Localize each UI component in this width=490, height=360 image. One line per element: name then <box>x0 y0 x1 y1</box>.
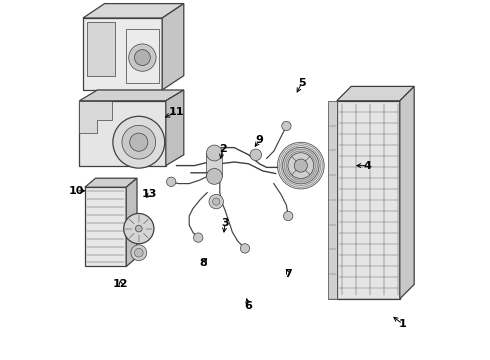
Circle shape <box>122 125 156 159</box>
Circle shape <box>130 133 148 151</box>
Circle shape <box>167 177 176 186</box>
Polygon shape <box>85 178 137 187</box>
Polygon shape <box>400 86 414 299</box>
Text: 2: 2 <box>219 144 226 154</box>
Polygon shape <box>79 90 184 101</box>
Text: 6: 6 <box>245 301 252 311</box>
Text: 5: 5 <box>298 78 306 88</box>
Circle shape <box>194 233 203 242</box>
Polygon shape <box>328 101 337 299</box>
Circle shape <box>134 248 143 257</box>
Polygon shape <box>85 187 126 266</box>
Circle shape <box>288 153 314 179</box>
Text: 11: 11 <box>169 107 184 117</box>
Circle shape <box>206 168 222 184</box>
Text: 10: 10 <box>69 186 84 196</box>
Circle shape <box>135 225 142 232</box>
Text: 13: 13 <box>142 189 157 199</box>
Text: 9: 9 <box>255 135 263 145</box>
Circle shape <box>113 116 165 168</box>
Circle shape <box>209 194 223 209</box>
Circle shape <box>277 142 324 189</box>
Circle shape <box>240 244 250 253</box>
Text: 4: 4 <box>364 161 371 171</box>
Circle shape <box>284 211 293 221</box>
Text: 1: 1 <box>399 319 407 329</box>
Polygon shape <box>206 153 222 176</box>
Text: 3: 3 <box>221 218 229 228</box>
Polygon shape <box>337 101 400 299</box>
Circle shape <box>250 149 262 161</box>
Circle shape <box>123 213 154 244</box>
Polygon shape <box>79 101 166 166</box>
Circle shape <box>283 147 319 184</box>
Polygon shape <box>337 86 414 101</box>
Polygon shape <box>83 4 184 18</box>
Polygon shape <box>126 178 137 266</box>
Polygon shape <box>162 4 184 90</box>
Polygon shape <box>79 101 112 133</box>
Polygon shape <box>83 18 162 90</box>
Circle shape <box>282 121 291 131</box>
Text: 8: 8 <box>200 258 207 268</box>
Circle shape <box>206 145 222 161</box>
Circle shape <box>294 159 307 172</box>
Circle shape <box>129 44 156 71</box>
Circle shape <box>131 245 147 261</box>
Circle shape <box>213 198 220 205</box>
Polygon shape <box>166 90 184 166</box>
Text: 7: 7 <box>284 269 292 279</box>
Polygon shape <box>87 22 116 76</box>
Circle shape <box>134 50 150 66</box>
Text: 12: 12 <box>113 279 128 289</box>
